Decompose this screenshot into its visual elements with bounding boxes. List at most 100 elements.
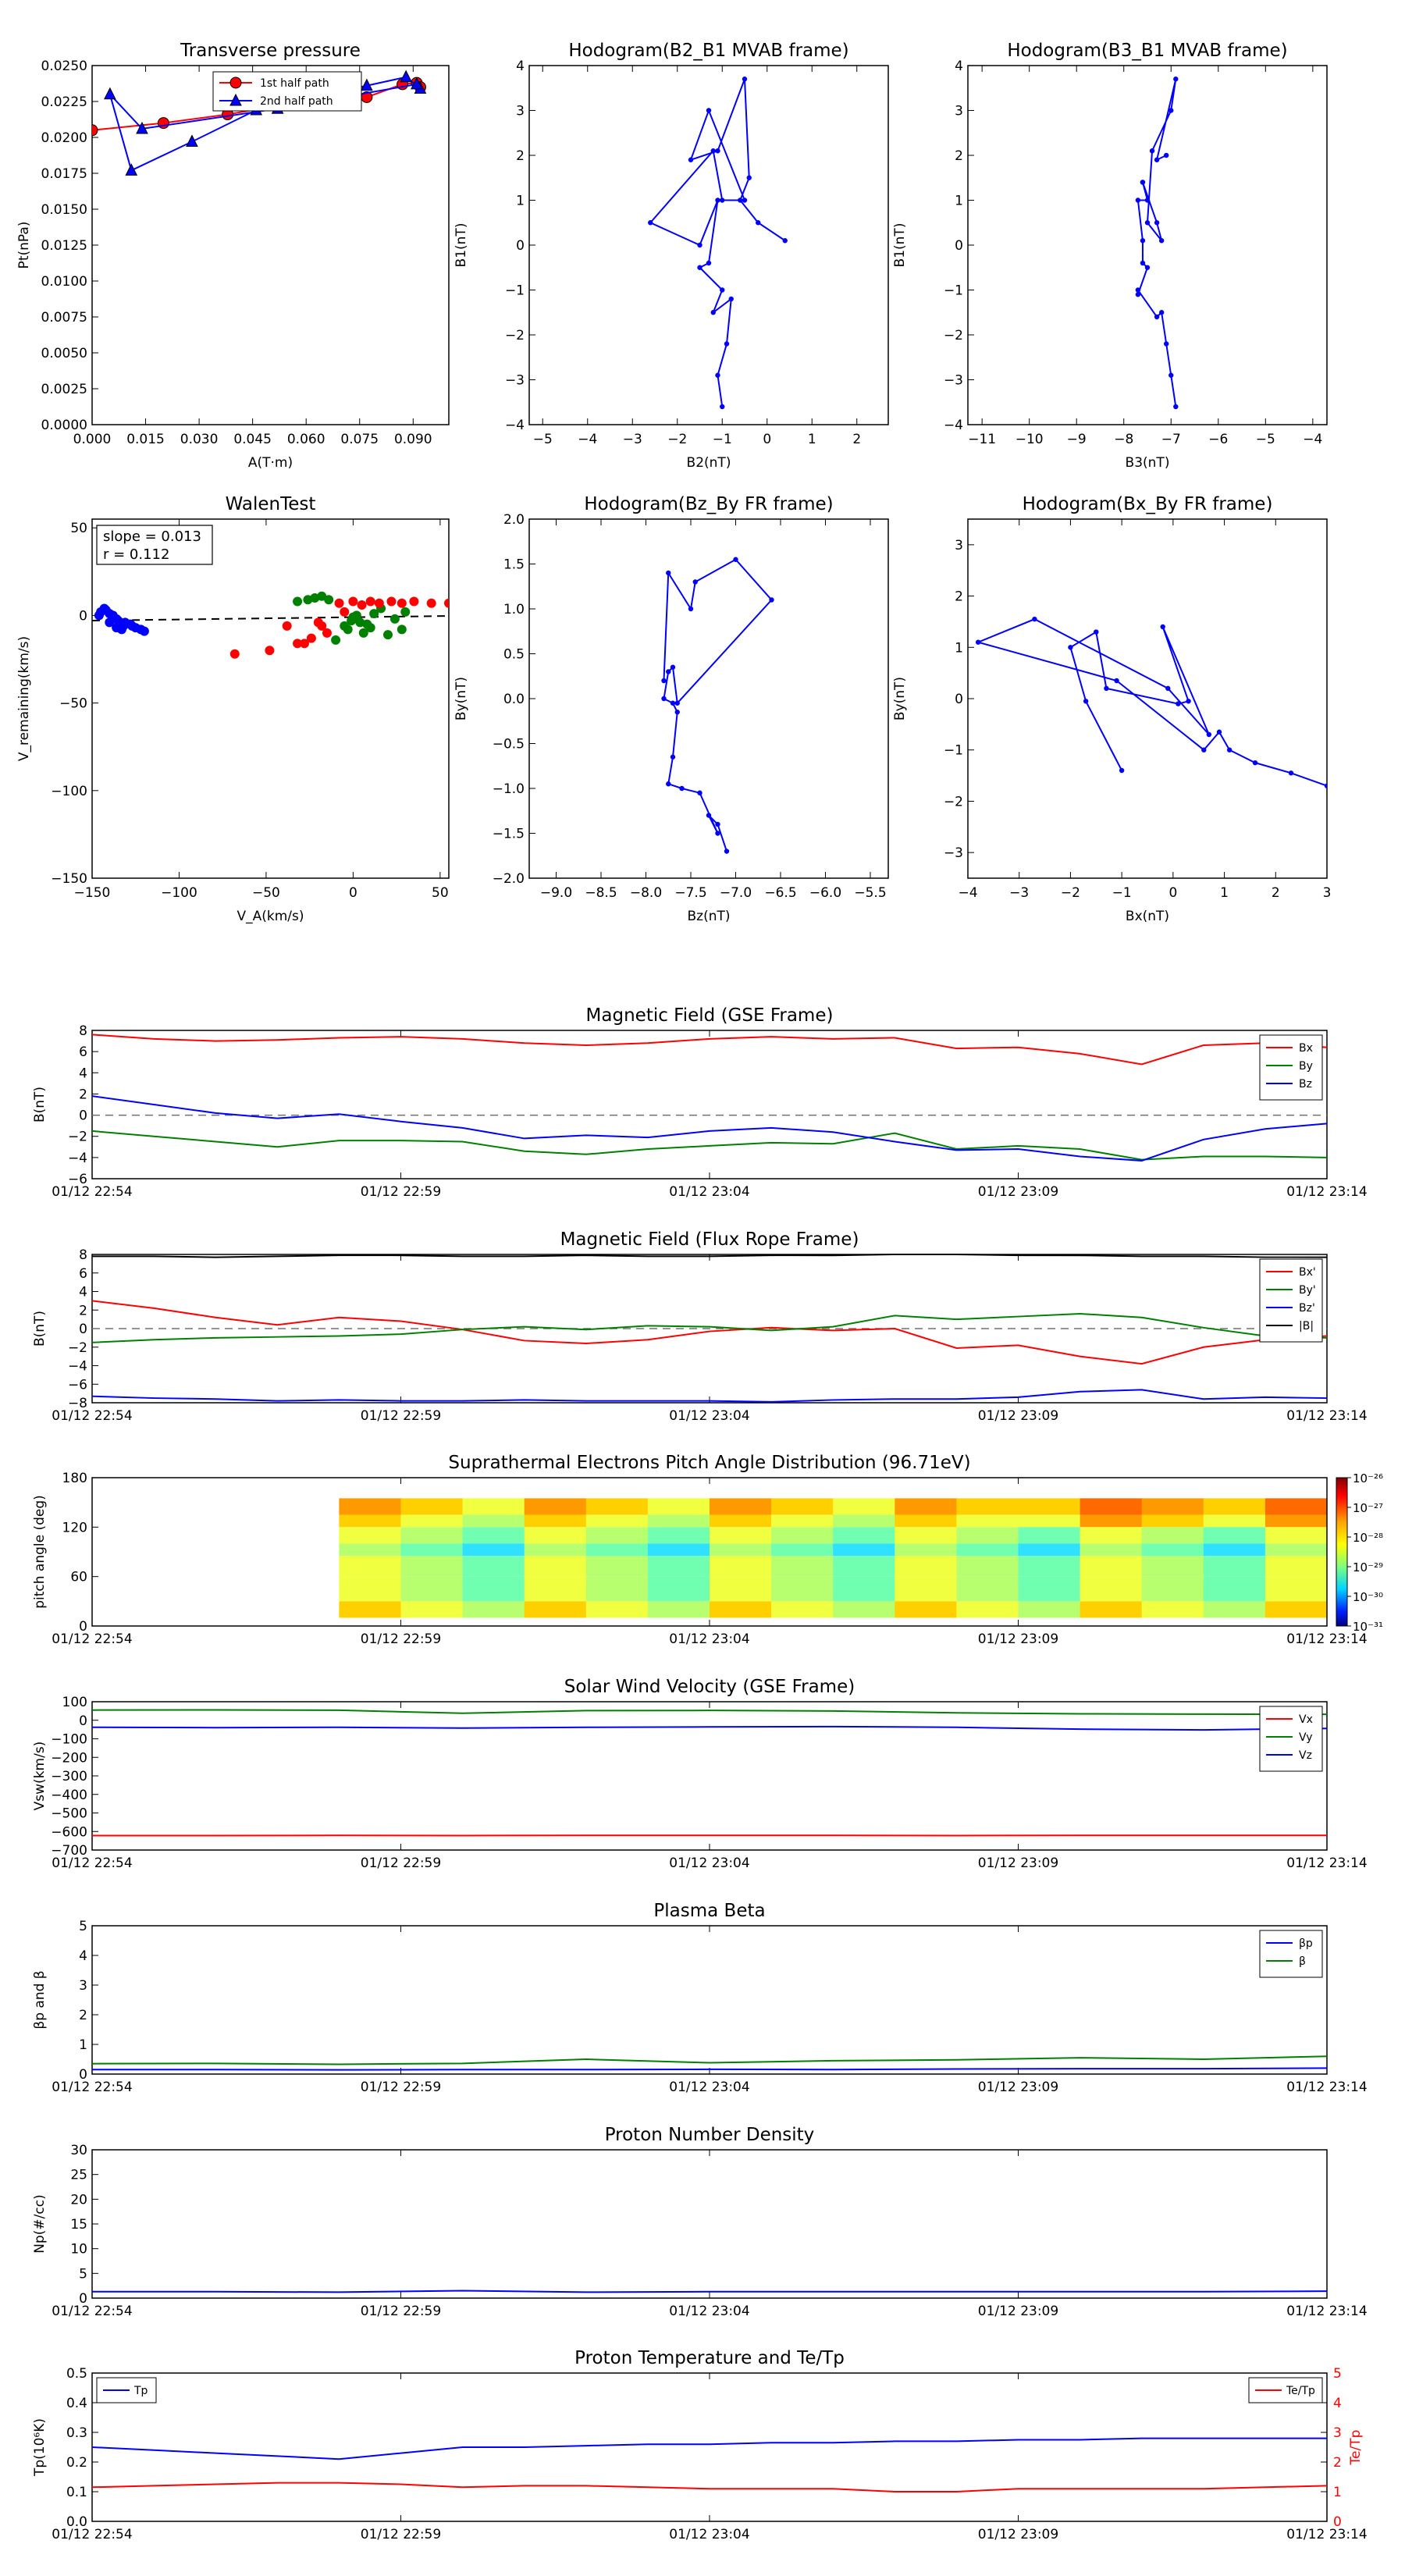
data-point xyxy=(1135,287,1141,293)
time-tick-label: 01/12 22:54 xyxy=(52,1856,132,1871)
y-tick-label: −1.5 xyxy=(493,827,525,842)
x-tick-label: −10 xyxy=(1016,432,1044,447)
y-tick-label: 5 xyxy=(79,1919,87,1934)
legend-label: By xyxy=(1299,1060,1313,1073)
data-point xyxy=(1168,108,1174,113)
heatmap-cell xyxy=(1018,1556,1081,1577)
heatmap-cell xyxy=(1203,1556,1266,1577)
y-tick-label: 20 xyxy=(70,2192,87,2208)
heatmap-cell xyxy=(1141,1498,1204,1515)
data-point xyxy=(1154,314,1160,320)
data-point xyxy=(365,596,375,607)
plot-area xyxy=(1135,76,1179,410)
heatmap-cell xyxy=(585,1601,649,1618)
y-tick-label: −50 xyxy=(59,696,87,712)
chart-title: Plasma Beta xyxy=(653,1901,765,1921)
y-tick-label: −100 xyxy=(51,1732,87,1748)
data-point xyxy=(1252,760,1258,766)
heatmap-cell xyxy=(400,1527,464,1544)
heatmap-cell xyxy=(1203,1601,1266,1618)
plot-frame xyxy=(91,1925,1328,2075)
x-tick-label: −5 xyxy=(1256,432,1275,447)
time-tick-label: 01/12 22:54 xyxy=(52,2527,132,2542)
x-tick-label: −9.0 xyxy=(540,885,572,901)
time-tick-label: 01/12 23:14 xyxy=(1286,1856,1367,1871)
series-line xyxy=(91,1725,1328,1731)
chart-title: Magnetic Field (Flux Rope Frame) xyxy=(560,1229,859,1250)
heatmap-cell xyxy=(1203,1498,1266,1515)
data-point xyxy=(186,134,198,148)
data-point xyxy=(670,664,676,670)
series-line xyxy=(91,1095,1328,1162)
heatmap-cell xyxy=(833,1576,895,1602)
y-tick-label: −3 xyxy=(944,373,963,389)
x-tick-label: 0 xyxy=(349,885,357,901)
heatmap-cell xyxy=(956,1576,1019,1602)
heatmap-cell xyxy=(339,1514,401,1528)
data-point xyxy=(94,610,104,621)
y-tick-label: 2 xyxy=(79,1303,87,1318)
heatmap-cell xyxy=(710,1527,772,1544)
heatmap-cell xyxy=(1203,1527,1266,1544)
time-tick-label: 01/12 22:54 xyxy=(52,1631,132,1647)
time-tick-label: 01/12 22:59 xyxy=(361,1856,441,1871)
series-line xyxy=(976,618,1327,787)
x-tick-label: 0 xyxy=(763,432,771,447)
data-point xyxy=(105,617,115,628)
data-point xyxy=(1154,220,1160,226)
y-tick-label: −2 xyxy=(944,794,963,809)
y-tick-label: 2 xyxy=(516,148,525,164)
y-axis-label: By(nT) xyxy=(454,677,469,720)
y2-tick-label: 0 xyxy=(1333,2514,1342,2530)
chart-np: Proton Number Density 0 5 10 15 20 25 30 01/12 2… xyxy=(32,2125,1368,2319)
data-point xyxy=(1135,197,1141,203)
x-axis-label: Bz(nT) xyxy=(687,909,730,924)
data-point xyxy=(688,157,694,162)
plot-frame xyxy=(91,2149,1328,2299)
y-tick-label: −200 xyxy=(51,1750,87,1766)
data-point xyxy=(1149,148,1155,154)
y-tick-label: 1 xyxy=(79,2037,87,2053)
data-point xyxy=(293,639,303,649)
heatmap-cell xyxy=(895,1556,957,1577)
data-point xyxy=(358,628,368,638)
heatmap-cell xyxy=(524,1601,587,1618)
legend-label: β xyxy=(1299,1955,1306,1968)
y-tick-label: 0 xyxy=(79,2291,87,2307)
heatmap-cell xyxy=(339,1601,401,1618)
chart-tp: Proton Temperature and Te/Tp 0.0 0.1 0.2 0.3… xyxy=(32,2348,1368,2542)
data-point xyxy=(715,831,720,836)
legend-label: Tp xyxy=(133,2385,148,2397)
heatmap-cell xyxy=(339,1556,401,1577)
data-point xyxy=(317,621,327,631)
y-tick-label: 30 xyxy=(70,2143,87,2158)
y-tick-label: 2 xyxy=(955,589,963,605)
heatmap-cell xyxy=(710,1543,772,1557)
y-tick-label: 25 xyxy=(70,2168,87,2183)
heatmap-cell xyxy=(400,1514,464,1528)
data-point xyxy=(720,197,725,203)
y-axis-label: pitch angle (deg) xyxy=(32,1495,48,1609)
x-tick-label: −5 xyxy=(533,432,553,447)
time-tick-label: 01/12 23:14 xyxy=(1286,1184,1367,1200)
y-tick-label: −150 xyxy=(51,871,87,887)
y2-tick-label: 4 xyxy=(1333,2396,1342,2411)
data-point xyxy=(1173,76,1179,82)
heatmap-cell xyxy=(895,1601,957,1618)
time-tick-label: 01/12 23:04 xyxy=(669,2080,749,2095)
heatmap-cell xyxy=(1264,1556,1328,1577)
y-tick-label: 0.0125 xyxy=(41,238,87,254)
x-axis-label: V_A(km/s) xyxy=(237,909,304,924)
time-tick-label: 01/12 22:54 xyxy=(52,1184,132,1200)
data-point xyxy=(697,265,702,270)
x-tick-label: −7.5 xyxy=(674,885,706,901)
data-point xyxy=(715,148,720,154)
heatmap-cell xyxy=(1264,1543,1328,1557)
data-point xyxy=(1176,701,1181,706)
data-point xyxy=(374,598,384,608)
chart-title: Hodogram(Bx_By FR frame) xyxy=(1023,494,1273,514)
data-point xyxy=(348,612,358,622)
heatmap-cell xyxy=(710,1601,772,1618)
heatmap-cell xyxy=(462,1556,525,1577)
time-tick-label: 01/12 23:04 xyxy=(669,2304,749,2319)
